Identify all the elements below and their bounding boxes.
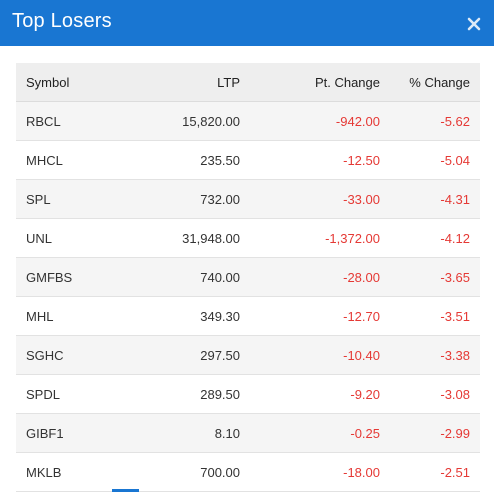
cell-pct-change: -4.31 (390, 179, 480, 219)
cell-pct-change: -3.65 (390, 257, 480, 297)
table-row[interactable]: SGHC 297.50 -10.40 -3.38 (16, 335, 480, 375)
table-row[interactable]: MHL 349.30 -12.70 -3.51 (16, 296, 480, 336)
cell-pct-change: -5.62 (390, 101, 480, 141)
table-row[interactable]: UNL 31,948.00 -1,372.00 -4.12 (16, 218, 480, 258)
cell-pt-change: -28.00 (250, 257, 390, 297)
cell-ltp: 8.10 (126, 413, 250, 453)
table-row[interactable]: SPL 732.00 -33.00 -4.31 (16, 179, 480, 219)
cell-symbol: SPL (16, 179, 126, 219)
cell-symbol: MHL (16, 296, 126, 336)
cell-ltp: 740.00 (126, 257, 250, 297)
cell-pt-change: -18.00 (250, 452, 390, 492)
cell-symbol: GIBF1 (16, 413, 126, 453)
modal-header: Top Losers (0, 0, 494, 46)
table-row[interactable]: SPDL 289.50 -9.20 -3.08 (16, 374, 480, 414)
cell-pt-change: -12.50 (250, 140, 390, 180)
table-row[interactable]: GMFBS 740.00 -28.00 -3.65 (16, 257, 480, 297)
pagination-indicator[interactable] (112, 489, 139, 492)
table-header-row: Symbol LTP Pt. Change % Change (16, 63, 480, 102)
cell-ltp: 15,820.00 (126, 101, 250, 141)
modal-title: Top Losers (12, 9, 112, 32)
cell-pct-change: -4.12 (390, 218, 480, 258)
cell-pt-change: -12.70 (250, 296, 390, 336)
cell-pt-change: -33.00 (250, 179, 390, 219)
table-row[interactable]: GIBF1 8.10 -0.25 -2.99 (16, 413, 480, 453)
cell-ltp: 349.30 (126, 296, 250, 336)
column-header-pt-change[interactable]: Pt. Change (250, 63, 390, 102)
column-header-pct-change[interactable]: % Change (390, 63, 480, 102)
cell-pct-change: -3.38 (390, 335, 480, 375)
table-row[interactable]: MKLB 700.00 -18.00 -2.51 (16, 452, 480, 492)
cell-pct-change: -2.51 (390, 452, 480, 492)
cell-pt-change: -9.20 (250, 374, 390, 414)
cell-symbol: MKLB (16, 452, 126, 492)
cell-ltp: 297.50 (126, 335, 250, 375)
cell-pt-change: -1,372.00 (250, 218, 390, 258)
cell-symbol: GMFBS (16, 257, 126, 297)
column-header-ltp[interactable]: LTP (126, 63, 250, 102)
cell-symbol: MHCL (16, 140, 126, 180)
table-row[interactable]: MHCL 235.50 -12.50 -5.04 (16, 140, 480, 180)
column-header-symbol[interactable]: Symbol (16, 63, 126, 102)
cell-ltp: 289.50 (126, 374, 250, 414)
cell-pct-change: -5.04 (390, 140, 480, 180)
cell-pct-change: -2.99 (390, 413, 480, 453)
close-icon (467, 17, 481, 31)
close-button[interactable] (464, 14, 484, 34)
cell-ltp: 700.00 (126, 452, 250, 492)
cell-pt-change: -942.00 (250, 101, 390, 141)
cell-pt-change: -10.40 (250, 335, 390, 375)
cell-symbol: RBCL (16, 101, 126, 141)
cell-ltp: 31,948.00 (126, 218, 250, 258)
cell-symbol: SGHC (16, 335, 126, 375)
cell-pct-change: -3.51 (390, 296, 480, 336)
cell-ltp: 235.50 (126, 140, 250, 180)
losers-table-container: Symbol LTP Pt. Change % Change RBCL 15,8… (16, 63, 480, 492)
cell-ltp: 732.00 (126, 179, 250, 219)
cell-pt-change: -0.25 (250, 413, 390, 453)
table-row[interactable]: RBCL 15,820.00 -942.00 -5.62 (16, 101, 480, 141)
cell-symbol: SPDL (16, 374, 126, 414)
cell-symbol: UNL (16, 218, 126, 258)
cell-pct-change: -3.08 (390, 374, 480, 414)
losers-table: Symbol LTP Pt. Change % Change RBCL 15,8… (16, 63, 480, 492)
